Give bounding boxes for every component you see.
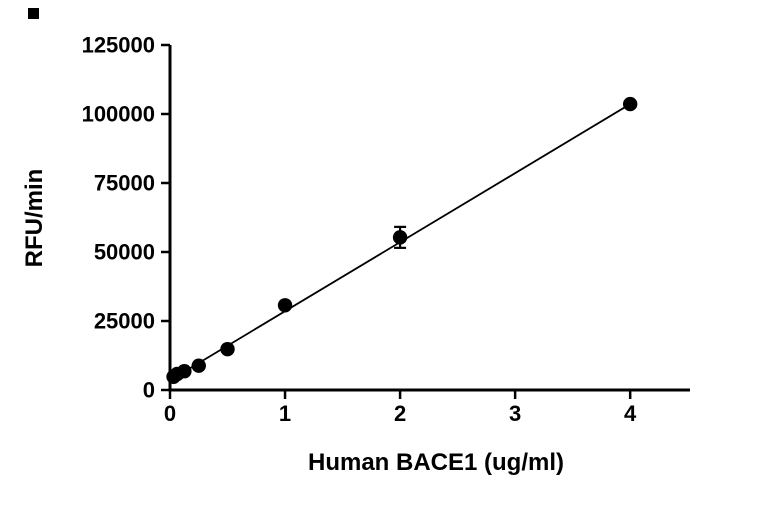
x-tick-label: 1 bbox=[279, 401, 291, 426]
data-point bbox=[191, 358, 206, 373]
y-tick-label: 0 bbox=[143, 378, 155, 403]
data-point bbox=[177, 364, 192, 379]
data-point bbox=[220, 341, 235, 357]
y-tick-label: 50000 bbox=[94, 240, 155, 265]
data-point bbox=[622, 96, 638, 112]
y-tick-label: 25000 bbox=[94, 309, 155, 334]
y-tick-label: 125000 bbox=[82, 33, 155, 58]
y-tick-label: 75000 bbox=[94, 171, 155, 196]
corner-mark bbox=[28, 8, 39, 19]
x-tick-label: 4 bbox=[624, 401, 637, 426]
y-axis-title: RFU/min bbox=[21, 169, 48, 268]
x-axis-title: Human BACE1 (ug/ml) bbox=[308, 449, 564, 476]
plot-layer: 0 25000 50000 75000 100000 125000 0 1 2 3 4 bbox=[82, 33, 690, 426]
y-tick-label: 100000 bbox=[82, 102, 155, 127]
x-tick-label: 2 bbox=[394, 401, 406, 426]
x-tick-label: 3 bbox=[509, 401, 521, 426]
data-point bbox=[392, 230, 408, 245]
x-tick-label: 0 bbox=[164, 401, 176, 426]
data-point bbox=[277, 298, 293, 313]
